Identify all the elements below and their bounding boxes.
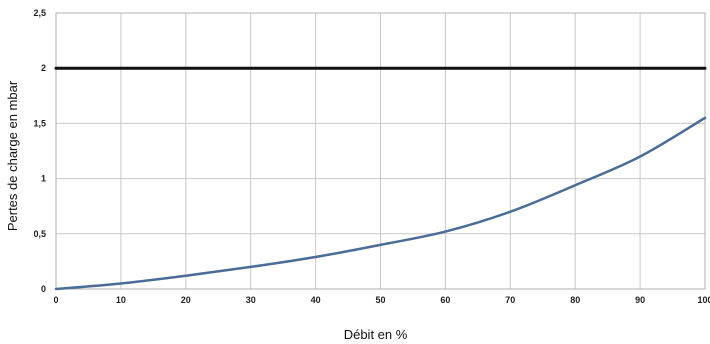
x-tick-label: 10 xyxy=(116,295,126,305)
x-tick-label: 70 xyxy=(505,295,515,305)
x-axis-ticks: 0 10 20 30 40 50 60 70 80 90 100 xyxy=(53,295,710,305)
x-tick-label: 100 xyxy=(697,295,710,305)
x-tick-label: 20 xyxy=(181,295,191,305)
x-tick-label: 90 xyxy=(635,295,645,305)
pressure-loss-curve xyxy=(54,116,707,291)
x-axis-title: Débit en % xyxy=(344,327,408,342)
x-tick-label: 30 xyxy=(246,295,256,305)
y-axis-title: Pertes de charge en mbar xyxy=(5,80,20,231)
y-tick-label: 2,5 xyxy=(33,8,46,18)
x-tick-label: 0 xyxy=(53,295,58,305)
x-tick-label: 40 xyxy=(311,295,321,305)
y-tick-label: 0 xyxy=(41,284,46,294)
x-tick-label: 50 xyxy=(375,295,385,305)
x-tick-label: 60 xyxy=(440,295,450,305)
y-tick-label: 2 xyxy=(41,63,46,73)
y-tick-label: 1,5 xyxy=(33,118,46,128)
x-tick-label: 80 xyxy=(570,295,580,305)
y-tick-label: 0,5 xyxy=(33,229,46,239)
y-axis-ticks: 0 0,5 1 1,5 2 2,5 xyxy=(33,8,46,294)
y-tick-label: 1 xyxy=(41,174,46,184)
grid xyxy=(56,13,705,289)
series-layer xyxy=(54,66,707,291)
plot-frame xyxy=(55,12,706,290)
